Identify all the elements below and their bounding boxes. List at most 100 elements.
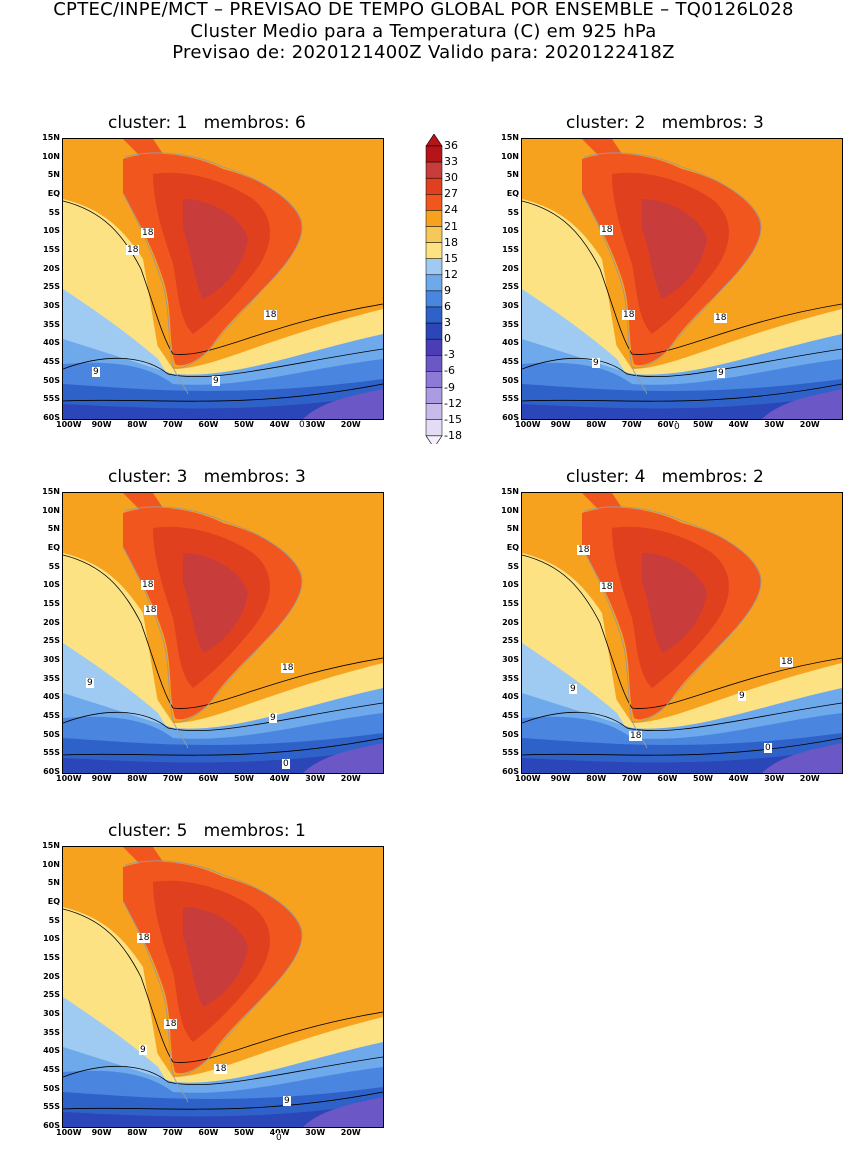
lat-tick-label: 10N <box>42 505 60 515</box>
lon-tick-label: 50W <box>693 420 713 429</box>
lat-tick-label: 15N <box>42 841 60 850</box>
colorbar-level-label: 33 <box>444 155 458 169</box>
lon-tick-label: 40W <box>728 774 749 783</box>
colorbar-swatch <box>425 306 443 324</box>
contour-18 <box>63 554 383 709</box>
colorbar-swatch <box>425 355 443 372</box>
lat-tick-label: 10S <box>502 226 519 236</box>
lat-tick-label: 10N <box>501 151 519 161</box>
colorbar-swatch <box>425 161 443 179</box>
lon-tick-label: 100W <box>56 420 82 429</box>
lat-tick-label: 45S <box>43 1065 60 1074</box>
contour-label: 0 <box>275 1133 283 1143</box>
lon-tick-label: 100W <box>56 774 82 783</box>
lon-tick-label: 70W <box>162 420 183 429</box>
lat-tick-label: 10S <box>43 934 60 944</box>
lat-tick-label: 30S <box>43 655 60 664</box>
lon-tick-label: 80W <box>586 420 607 429</box>
contour-label: 18 <box>144 605 158 615</box>
lat-tick-label: 60S <box>43 767 60 776</box>
colorbar-level-label: 18 <box>444 235 458 249</box>
lat-tick-label: 20S <box>43 971 60 981</box>
lat-tick-label: 5S <box>507 561 519 571</box>
lon-tick-label: 20W <box>340 420 361 429</box>
lon-tick-label: 40W <box>269 774 290 783</box>
contour-label: 9 <box>212 376 220 386</box>
lat-tick-label: 35S <box>502 319 519 329</box>
lat-tick-label: 10N <box>501 505 519 515</box>
lat-tick-label: 5N <box>47 878 60 888</box>
lon-tick-label: 40W <box>728 420 749 429</box>
lon-tick-label: 70W <box>162 774 183 783</box>
lat-tick-label: 5S <box>48 207 60 217</box>
contour-label: 9 <box>592 358 600 368</box>
lat-tick-label: 25S <box>43 990 60 1000</box>
lon-tick-label: 50W <box>234 1128 254 1137</box>
contour-label: 9 <box>717 368 725 378</box>
band-0 <box>63 1102 383 1127</box>
header-title-3: Previsao de: 2020121400Z Valido para: 20… <box>172 42 675 63</box>
contour-label: 18 <box>600 225 614 235</box>
lat-tick-label: EQ <box>47 189 60 198</box>
panel-title-2: cluster: 2 membros: 3 <box>566 113 764 133</box>
lat-tick-label: 35S <box>43 673 60 683</box>
contour-18 <box>63 200 383 355</box>
lat-tick-label: 15N <box>42 487 60 496</box>
lat-tick-label: 15S <box>502 245 519 254</box>
band-0 <box>522 394 842 419</box>
colorbar-swatch <box>425 371 443 388</box>
continent-30 <box>642 553 707 653</box>
lat-tick-label: 55S <box>43 748 60 758</box>
lat-tick-label: 15N <box>42 133 60 142</box>
lat-tick-label: EQ <box>506 189 519 198</box>
patagonia-coast <box>172 720 189 749</box>
colorbar: 36 33 30 27 24 21 18 15 12 9 6 3 0 -3 -6 -9 -12 -15 -18 <box>424 134 484 444</box>
contour-label: 9 <box>139 1045 147 1055</box>
band-0 <box>63 394 383 419</box>
contour-0 <box>63 383 383 402</box>
colorbar-swatch <box>425 274 443 292</box>
lat-tick-label: 15N <box>501 133 519 142</box>
lat-tick-label: 15N <box>501 487 519 496</box>
lon-tick-label: 60W <box>657 774 678 783</box>
lon-tick-label: 80W <box>127 1128 148 1137</box>
lon-tick-label: 90W <box>550 420 571 429</box>
map-panel-2 <box>521 138 843 420</box>
panel-title-3: cluster: 3 membros: 3 <box>108 467 306 487</box>
colorbar-level-label: -3 <box>444 348 455 362</box>
contour-label: 9 <box>92 367 100 377</box>
lat-tick-label: 60S <box>502 767 519 776</box>
band-0 <box>63 748 383 773</box>
lat-tick-label: 50S <box>502 729 519 739</box>
lat-tick-label: 50S <box>502 375 519 385</box>
band-cold <box>303 1097 383 1127</box>
coastline <box>122 860 303 1077</box>
lon-tick-label: 20W <box>799 420 820 429</box>
lat-tick-label: 45S <box>502 711 519 720</box>
band-0 <box>522 748 842 773</box>
colorbar-level-label: -6 <box>444 364 455 378</box>
colorbar-level-label: 12 <box>444 267 458 281</box>
panel-title-4: cluster: 4 membros: 2 <box>566 467 764 487</box>
lon-tick-label: 20W <box>799 774 820 783</box>
contour-label: 9 <box>86 678 94 688</box>
lat-tick-label: 45S <box>502 357 519 366</box>
lat-tick-label: 40S <box>502 692 519 702</box>
colorbar-swatch <box>425 145 443 163</box>
lat-tick-label: 55S <box>502 394 519 404</box>
colorbar-swatch <box>425 194 443 211</box>
lon-tick-label: 70W <box>621 420 642 429</box>
lat-tick-label: 25S <box>502 636 519 646</box>
lat-tick-label: 55S <box>43 394 60 404</box>
lat-tick-label: 35S <box>502 673 519 683</box>
lon-tick-label: 20W <box>340 774 361 783</box>
colorbar-swatch <box>425 322 443 340</box>
temperature-map-2 <box>522 139 842 419</box>
lon-tick-label: 30W <box>305 774 326 783</box>
colorbar-level-label: 27 <box>444 187 458 201</box>
colorbar-swatch <box>425 387 443 404</box>
lon-tick-label: 90W <box>550 774 571 783</box>
contour-label: 18 <box>141 580 155 590</box>
temperature-map-1 <box>63 139 383 419</box>
colorbar-swatch <box>425 210 443 227</box>
